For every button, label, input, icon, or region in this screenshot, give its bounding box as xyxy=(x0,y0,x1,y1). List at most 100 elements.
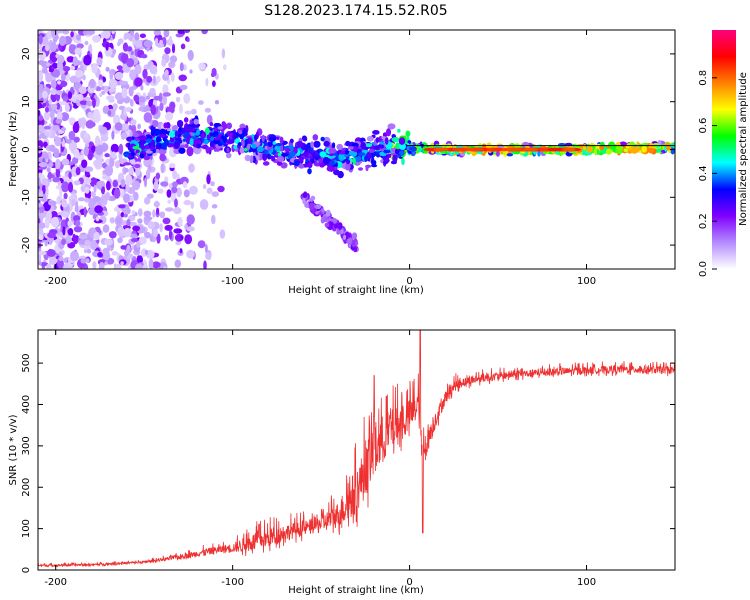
spectrogram-cell xyxy=(323,140,330,147)
spectrogram-cell xyxy=(213,148,218,152)
spectrogram-cell xyxy=(345,159,351,165)
spectrogram-cell xyxy=(112,179,119,188)
spectrogram-ylabel: Frequency (Hz) xyxy=(8,111,19,187)
spectrogram-cell xyxy=(38,234,44,241)
spectrogram-cell xyxy=(51,62,59,69)
spectrogram-cell xyxy=(47,171,53,180)
spectrogram-cell xyxy=(162,84,169,95)
spectrogram-cell xyxy=(66,235,72,244)
snr-ytick-label: 200 xyxy=(21,478,32,497)
spectrogram-cell xyxy=(84,239,91,247)
spectrogram-cell xyxy=(647,147,655,154)
spectrogram-cell xyxy=(114,160,120,169)
spectrogram-cell xyxy=(328,160,336,166)
spectrogram-cell xyxy=(170,72,175,82)
spectrogram-cell xyxy=(360,142,367,150)
spectrogram-cell xyxy=(161,58,167,67)
spectrogram-cell xyxy=(120,123,130,130)
spectrogram-cell xyxy=(67,260,71,267)
spectrogram-cell xyxy=(116,217,122,225)
spectrogram-xtick-label: 0 xyxy=(406,276,412,287)
spectrogram-cell xyxy=(163,122,168,129)
spectrogram-cell xyxy=(160,163,165,174)
spectrogram-cell xyxy=(111,251,118,256)
spectrogram-cell xyxy=(189,119,193,125)
spectrogram-cell xyxy=(71,198,76,207)
spectrogram-cell xyxy=(68,171,72,179)
spectrogram-cell xyxy=(67,241,76,249)
spectrogram-cell xyxy=(60,127,67,132)
spectrogram-cell xyxy=(104,153,110,158)
spectrogram-cell xyxy=(50,88,57,96)
spectrogram-cell xyxy=(95,86,102,92)
spectrogram-cell xyxy=(70,31,74,38)
snr-xtick-label: -100 xyxy=(221,577,244,588)
spectrogram-cell xyxy=(43,111,51,121)
spectrogram-cell xyxy=(84,186,90,194)
spectrogram-cell xyxy=(153,30,161,36)
spectrogram-cell xyxy=(177,216,183,227)
spectrogram-cell xyxy=(72,122,80,134)
spectrogram-cell xyxy=(83,63,87,71)
spectrogram-cell xyxy=(38,124,44,130)
spectrogram-ytick-label: -20 xyxy=(21,237,32,253)
spectrogram-cell xyxy=(377,144,385,149)
spectrogram-cell xyxy=(163,30,170,38)
spectrogram-cell xyxy=(137,123,141,130)
spectrogram-cell xyxy=(117,237,123,244)
spectrogram-cell xyxy=(196,143,202,149)
spectrogram-cell xyxy=(106,180,111,191)
spectrogram-cell xyxy=(303,149,309,158)
spectrogram-cell xyxy=(104,261,108,266)
spectrogram-cell xyxy=(57,258,64,269)
spectrogram-cell xyxy=(43,125,51,130)
spectrogram-cell xyxy=(38,71,44,83)
spectrogram-cell xyxy=(79,100,88,105)
spectrogram-cell xyxy=(401,158,405,166)
spectrogram-cell xyxy=(130,152,135,157)
spectrogram-cell xyxy=(166,189,172,198)
spectrogram-cell xyxy=(254,134,258,142)
spectrogram-cell xyxy=(562,147,576,152)
spectrogram-cell xyxy=(68,130,76,141)
spectrogram-cell xyxy=(162,217,171,225)
spectrogram-cell xyxy=(81,159,88,168)
spectrogram-cell xyxy=(143,210,152,217)
spectrogram-cell xyxy=(249,155,254,164)
spectrogram-cell xyxy=(147,221,155,230)
spectrogram-cell xyxy=(149,64,158,75)
spectrogram-cell xyxy=(114,206,122,212)
spectrogram-cell xyxy=(153,181,159,191)
spectrogram-cell xyxy=(132,132,140,138)
spectrogram-cell xyxy=(44,129,48,136)
spectrogram-cell xyxy=(217,185,225,193)
spectrogram-cell xyxy=(166,128,171,132)
spectrogram-cell xyxy=(63,66,71,72)
spectrogram-cell xyxy=(252,155,256,164)
spectrogram-cell xyxy=(67,220,73,227)
spectrogram-cell xyxy=(76,93,84,101)
spectrogram-cell xyxy=(76,43,84,49)
spectrogram-cell xyxy=(143,40,153,48)
spectrogram-cell xyxy=(114,122,123,131)
spectrogram-cell xyxy=(159,153,166,162)
spectrogram-cell xyxy=(256,155,260,161)
spectrogram-cell xyxy=(112,48,117,55)
spectrogram-cell xyxy=(78,86,87,94)
spectrogram-cell xyxy=(113,188,121,199)
spectrogram-cell xyxy=(143,107,148,113)
spectrogram-cell xyxy=(87,111,93,118)
spectrogram-cell xyxy=(256,146,264,153)
spectrogram-cell xyxy=(356,148,362,154)
spectrogram-cell xyxy=(180,43,186,50)
spectrogram-cell xyxy=(473,147,482,152)
colorbar: 0.0 0.2 0.4 0.6 0.8 Normalized spectral ampl… xyxy=(698,30,749,277)
snr-xtick-label: -200 xyxy=(44,577,67,588)
spectrogram-cell xyxy=(48,99,52,105)
spectrogram-cell xyxy=(244,139,248,147)
spectrogram-cell xyxy=(509,147,520,152)
spectrogram-cell xyxy=(38,203,43,208)
spectrogram-cell xyxy=(124,153,130,158)
spectrogram-cell xyxy=(125,174,133,186)
